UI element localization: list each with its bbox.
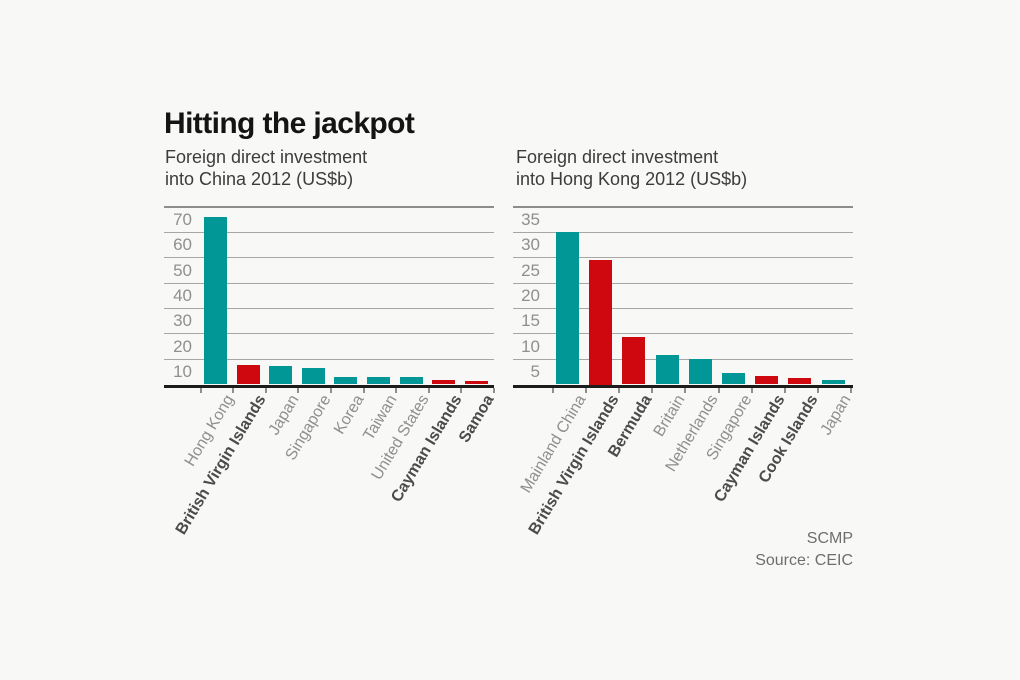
bar-singapore [722,373,745,385]
chart-right-subtitle-line1: Foreign direct investment [516,147,719,167]
y-axis-label-25: 25 [521,260,540,280]
bar-hong-kong [204,217,227,385]
bar-britain [655,355,679,385]
chart-left-subtitle-line1: Foreign direct investment [165,147,368,167]
bar-japan [269,365,293,385]
y-axis-label-10: 10 [173,362,192,382]
y-axis-label-10: 10 [521,336,540,356]
x-axis-tick [232,387,235,393]
gridline-20 [513,282,853,284]
credit-source: Source: CEIC [755,552,853,569]
x-axis-baseline [164,384,494,388]
y-axis-label-35: 35 [521,210,540,229]
y-axis-label-30: 30 [521,235,540,255]
page-title: Hitting the jackpot [164,107,415,140]
y-axis-label-20: 20 [173,336,192,356]
x-axis-tick [584,387,587,393]
x-axis-tick [783,387,786,393]
y-axis-label-50: 50 [173,260,192,280]
gridline-25 [513,257,853,259]
bar-korea [334,376,358,385]
x-axis-tick [460,387,463,393]
gridline-70 [164,206,494,208]
x-axis-tick [199,387,202,393]
x-axis-tick [850,387,853,393]
x-axis-tick [329,387,332,393]
chart-left-subtitle: Foreign direct investment into China 201… [165,146,495,190]
x-axis-tick [492,387,495,393]
x-axis-tick [362,387,365,393]
x-axis-tick [297,387,300,393]
bar-singapore [301,368,325,385]
bar-samoa [464,381,488,385]
credit-block: SCMP Source: CEIC [755,528,853,572]
gridline-30 [164,307,494,309]
x-axis-tick [427,387,430,393]
y-axis-label-60: 60 [173,235,192,255]
x-axis-tick [264,387,267,393]
x-axis-tick [750,387,753,393]
x-axis-baseline [513,384,853,388]
x-axis-tick [617,387,620,393]
y-axis-label-15: 15 [521,311,540,331]
y-axis-label-5: 5 [530,362,540,382]
x-axis-tick [717,387,720,393]
bar-british-virgin-islands [589,260,613,385]
credit-scmp: SCMP [806,530,853,547]
x-axis-tick [395,387,398,393]
gridline-40 [164,282,494,284]
bar-netherlands [688,359,712,385]
x-axis-tick [684,387,687,393]
y-axis-label-30: 30 [173,311,192,331]
x-axis-tick [651,387,654,393]
x-axis-tick [551,387,554,393]
gridline-10 [164,358,494,360]
y-axis-label-40: 40 [173,286,192,306]
gridline-15 [513,307,853,309]
gridline-20 [164,333,494,335]
chart-right-subtitle: Foreign direct investment into Hong Kong… [516,146,846,190]
gridline-10 [513,333,853,335]
chart-right-subtitle-line2: into Hong Kong 2012 (US$b) [516,169,748,189]
bar-cayman-islands [432,380,456,385]
bar-taiwan [367,377,390,385]
gridline-50 [164,257,494,259]
bar-bermuda [622,337,646,385]
bar-cook-islands [788,378,812,385]
gridline-5 [513,358,853,360]
x-axis-tick [817,387,820,393]
chart-left-subtitle-line2: into China 2012 (US$b) [165,169,354,189]
bar-japan [821,380,845,385]
bar-mainland-china [556,232,579,385]
gridline-35 [513,206,853,208]
bar-british-virgin-islands [236,364,260,385]
y-axis-label-70: 70 [173,210,192,229]
bar-cayman-islands [755,376,779,385]
gridline-60 [164,231,494,233]
gridline-30 [513,231,853,233]
y-axis-label-20: 20 [521,286,540,306]
bar-united-states [399,377,423,385]
